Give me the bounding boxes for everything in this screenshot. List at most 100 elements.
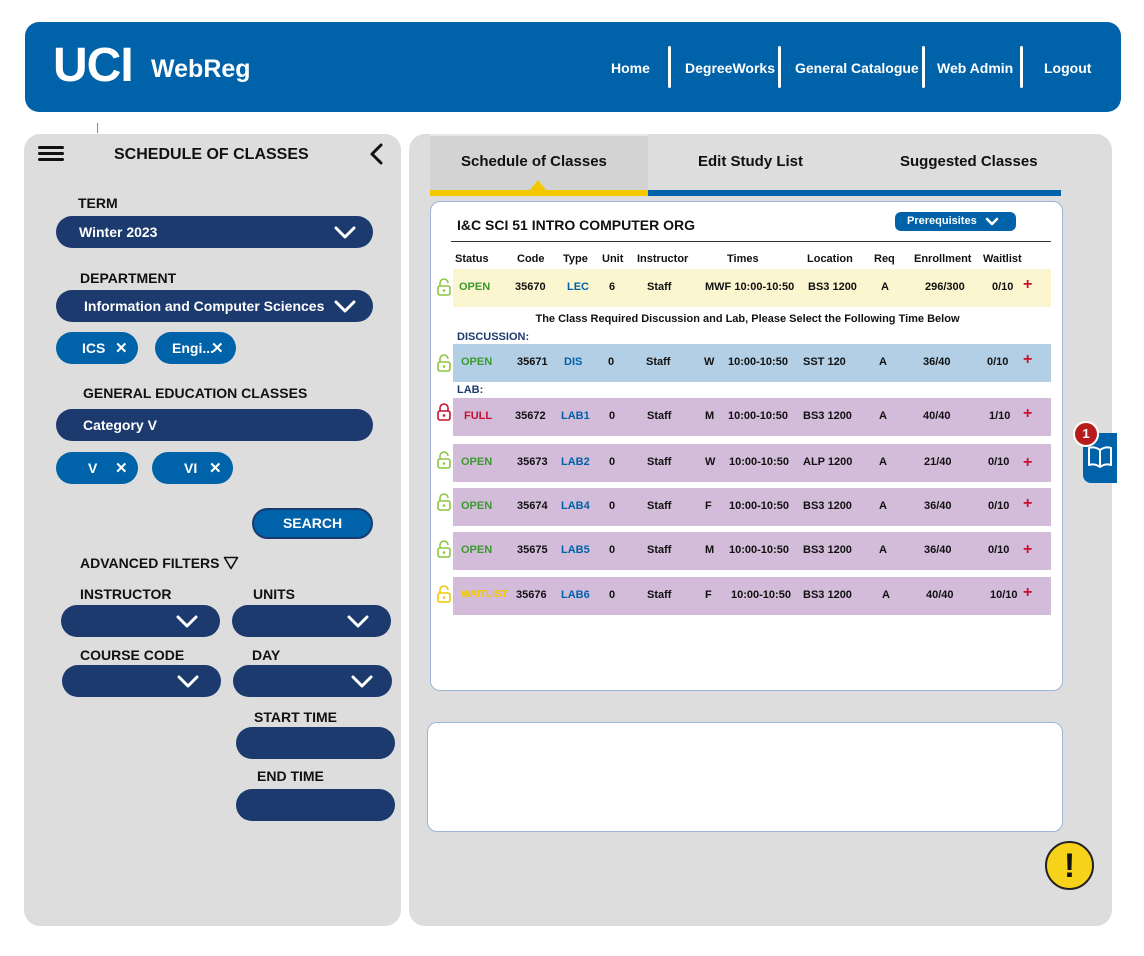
add-section-button[interactable]: + <box>1023 495 1033 512</box>
section-req: A <box>879 456 887 468</box>
section-type: LAB2 <box>561 456 590 468</box>
section-unit: 0 <box>608 356 615 368</box>
lab-row[interactable]: WAITLIST 35676 LAB6 0 Staff F 10:00-10:5… <box>453 577 1051 615</box>
chevron-down-icon <box>334 226 356 239</box>
tab-schedule-of-classes[interactable]: Schedule of Classes <box>461 153 607 170</box>
end-time-input[interactable] <box>236 789 395 821</box>
section-unit: 0 <box>609 500 616 512</box>
ge-select[interactable]: Category V <box>56 409 373 441</box>
section-req: A <box>881 281 889 293</box>
lab-row[interactable]: OPEN 35673 LAB2 0 Staff W 10:00-10:50 AL… <box>453 444 1051 482</box>
section-day: F <box>705 589 712 601</box>
section-instructor: Staff <box>646 356 671 368</box>
col-instructor: Instructor <box>637 253 689 265</box>
ge-value: Category V <box>83 417 157 433</box>
close-icon[interactable]: ✕ <box>209 460 222 477</box>
section-waitlist: 0/10 <box>988 500 1010 512</box>
close-icon[interactable]: ✕ <box>115 460 128 477</box>
uci-logo[interactable]: UCI <box>53 39 134 92</box>
chevron-down-icon <box>347 615 369 628</box>
col-status: Status <box>455 253 489 265</box>
locked-icon <box>437 403 451 421</box>
section-day: M <box>705 410 715 422</box>
lab-row[interactable]: OPEN 35675 LAB5 0 Staff M 10:00-10:50 BS… <box>453 532 1051 570</box>
section-waitlist: 0/10 <box>992 281 1014 293</box>
chevron-left-icon[interactable] <box>366 142 388 166</box>
instructor-select[interactable] <box>61 605 220 637</box>
department-select[interactable]: Information and Computer Sciences <box>56 290 373 322</box>
course-title: I&C SCI 51 INTRO COMPUTER ORG <box>457 217 696 233</box>
add-section-button[interactable]: + <box>1023 454 1033 471</box>
term-select[interactable]: Winter 2023 <box>56 216 373 248</box>
discussion-row[interactable]: OPEN 35671 DIS 0 Staff W 10:00-10:50 SST… <box>453 344 1051 382</box>
unlocked-icon <box>437 451 451 469</box>
section-day: W <box>704 356 715 368</box>
col-times: Times <box>727 253 759 265</box>
divider-tick <box>97 123 98 133</box>
lab-row[interactable]: FULL 35672 LAB1 0 Staff M 10:00-10:50 BS… <box>453 398 1051 436</box>
prerequisites-button[interactable]: Prerequisites <box>895 212 1016 231</box>
tab-bar: Schedule of Classes Edit Study List Sugg… <box>430 134 1061 196</box>
tab-suggested-classes[interactable]: Suggested Classes <box>900 153 1038 170</box>
col-req: Req <box>874 253 895 265</box>
title-divider <box>451 241 1051 242</box>
col-code: Code <box>517 253 545 265</box>
main-content: Schedule of Classes Edit Study List Sugg… <box>409 134 1112 926</box>
status-badge: OPEN <box>461 356 493 368</box>
nav-degreeworks[interactable]: DegreeWorks <box>685 60 776 76</box>
menu-icon[interactable] <box>38 146 64 162</box>
triangle-down-icon[interactable] <box>223 556 239 570</box>
nav-logout[interactable]: Logout <box>1044 60 1092 76</box>
section-unit: 0 <box>609 589 616 601</box>
nav-home[interactable]: Home <box>611 60 650 76</box>
lecture-row[interactable]: OPEN 35670 LEC 6 Staff MWF 10:00-10:50 B… <box>453 269 1051 307</box>
close-icon[interactable]: ✕ <box>115 340 128 357</box>
day-select[interactable] <box>233 665 392 697</box>
col-waitlist: Waitlist <box>983 253 1022 265</box>
nav-general-catalogue[interactable]: General Catalogue <box>795 60 919 76</box>
section-waitlist: 0/10 <box>987 356 1009 368</box>
section-type: DIS <box>564 356 583 368</box>
start-time-input[interactable] <box>236 727 395 759</box>
tab-edit-study-list[interactable]: Edit Study List <box>698 153 803 170</box>
unlocked-icon <box>437 585 451 603</box>
section-code: 35675 <box>517 544 548 556</box>
section-enrollment: 296/300 <box>925 281 965 293</box>
department-chip-engineering[interactable]: Engi... ✕ <box>155 332 236 364</box>
nav-web-admin[interactable]: Web Admin <box>937 60 1014 76</box>
unlocked-icon <box>437 493 451 511</box>
close-icon[interactable]: ✕ <box>211 340 224 357</box>
details-panel <box>427 722 1063 832</box>
status-badge: OPEN <box>461 500 493 512</box>
ge-chip-v[interactable]: V ✕ <box>56 452 138 484</box>
section-code: 35673 <box>517 456 548 468</box>
section-type: LAB1 <box>561 410 590 422</box>
unlocked-icon <box>437 540 451 558</box>
search-button[interactable]: SEARCH <box>252 508 373 539</box>
advanced-filters-label[interactable]: ADVANCED FILTERS <box>80 555 220 571</box>
course-code-select[interactable] <box>62 665 221 697</box>
chevron-down-icon <box>351 675 373 688</box>
department-chip-ics[interactable]: ICS ✕ <box>56 332 138 364</box>
section-enrollment: 36/40 <box>923 356 951 368</box>
section-unit: 0 <box>609 544 616 556</box>
section-requirement-notice: The Class Required Discussion and Lab, P… <box>535 313 960 325</box>
section-enrollment: 40/40 <box>926 589 954 601</box>
add-section-button[interactable]: + <box>1023 584 1033 601</box>
lab-row[interactable]: OPEN 35674 LAB4 0 Staff F 10:00-10:50 BS… <box>453 488 1051 526</box>
prerequisites-label: Prerequisites <box>907 215 977 227</box>
section-req: A <box>882 589 890 601</box>
add-section-button[interactable]: + <box>1023 541 1033 558</box>
section-location: BS3 1200 <box>803 500 852 512</box>
study-list-count-badge: 1 <box>1073 421 1099 447</box>
add-section-button[interactable]: + <box>1023 351 1033 368</box>
add-section-button[interactable]: + <box>1023 405 1033 422</box>
section-waitlist: 0/10 <box>988 456 1010 468</box>
section-instructor: Staff <box>647 456 672 468</box>
units-select[interactable] <box>232 605 391 637</box>
col-type: Type <box>563 253 588 265</box>
alert-button[interactable]: ! <box>1045 841 1094 890</box>
ge-chip-vi[interactable]: VI ✕ <box>152 452 233 484</box>
add-section-button[interactable]: + <box>1023 276 1033 293</box>
section-time: 10:00-10:50 <box>729 544 789 556</box>
